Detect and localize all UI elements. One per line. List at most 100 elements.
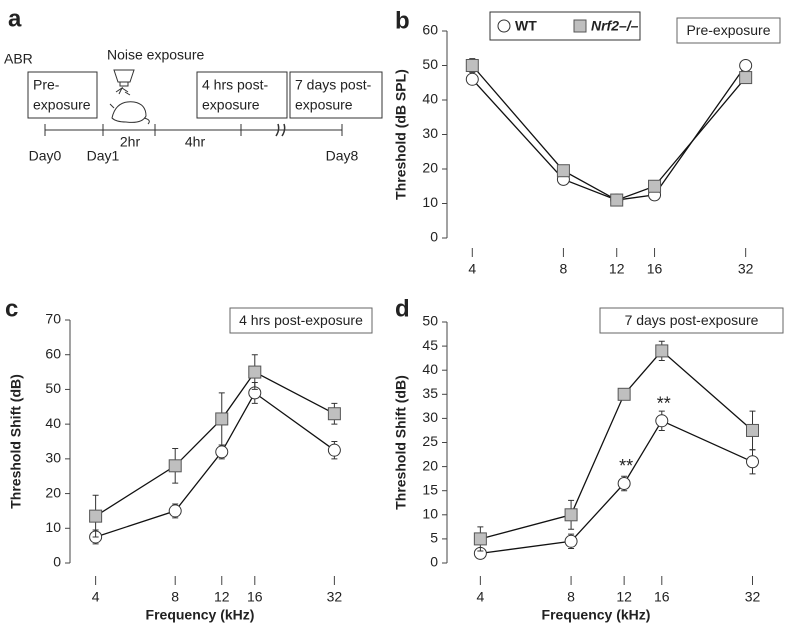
x-tick-label: 32 [738,261,754,277]
noise-label: Noise exposure [107,47,204,63]
annotation-box [229,307,373,334]
day-label: Day8 [326,148,359,164]
mouse-icon [109,101,150,125]
legend-marker [497,19,511,33]
marker [465,72,479,86]
y-tick-label: 35 [422,385,438,401]
y-tick-label: 5 [430,530,438,546]
panel-label: d [395,295,410,322]
marker [168,504,182,518]
marker [89,509,103,523]
annotation-box [676,17,781,44]
y-tick-label: 70 [45,311,61,327]
x-tick-label: 8 [560,261,568,277]
x-axis-label: Frequency (kHz) [542,607,651,623]
x-tick-label: 12 [616,589,632,605]
marker [746,455,760,469]
y-tick-label: 60 [422,22,438,38]
marker [556,164,570,178]
marker [168,459,182,473]
duration-label: 4hr [185,134,206,150]
marker [564,534,578,548]
box [289,71,383,119]
x-tick-label: 16 [247,589,263,605]
marker [465,59,479,72]
y-axis-label: Threshold Shift (dB) [393,375,409,510]
x-axis-label: Frequency (kHz) [146,607,255,623]
box-text: exposure [295,97,353,113]
x-tick-label: 8 [567,589,575,605]
legend-marker [573,19,587,33]
box-text: 7 days post- [295,77,372,93]
panel-label: b [395,7,410,34]
legend-box [489,11,641,41]
series-line [480,350,753,540]
annotation-text: 4 hrs post-exposure [239,312,363,328]
abr-label: ABR [4,51,33,67]
sound-icon [115,86,131,96]
x-tick-label: 32 [327,589,343,605]
legend-label: WT [515,18,537,34]
y-axis-label: Threshold (dB SPL) [393,69,409,200]
marker [610,193,624,207]
annotation-box [599,307,784,334]
box-text: exposure [33,97,91,113]
y-tick-label: 0 [430,554,438,570]
duration-label: 2hr [120,134,141,150]
y-tick-label: 0 [53,554,61,570]
x-tick-label: 4 [468,261,476,277]
y-tick-label: 20 [422,160,438,176]
box-text: exposure [202,97,260,113]
significance: ** [657,394,671,414]
marker [617,476,631,490]
legend-label: Nrf2–/– [591,18,639,34]
y-tick-label: 45 [422,337,438,353]
significance: ** [619,456,633,476]
y-tick-label: 50 [422,56,438,72]
x-tick-label: 16 [647,261,663,277]
x-tick-label: 32 [745,589,761,605]
x-tick-label: 4 [92,589,100,605]
marker [473,532,487,546]
day-label: Day0 [29,148,62,164]
y-tick-label: 10 [45,519,61,535]
day-label: Day1 [87,148,120,164]
y-axis-label: Threshold Shift (dB) [8,374,24,509]
x-tick-label: 4 [476,589,484,605]
break [275,123,286,137]
marker [655,414,669,428]
y-tick-label: 20 [45,484,61,500]
x-tick-label: 12 [214,589,230,605]
series-line [471,65,747,201]
marker [327,407,341,421]
series-line [95,371,335,517]
series-line [471,65,747,201]
y-tick-label: 25 [422,433,438,449]
x-tick-label: 8 [171,589,179,605]
x-tick-label: 16 [654,589,670,605]
annotation-text: Pre-exposure [686,22,770,38]
series-line [480,419,753,555]
x-tick-label: 12 [609,261,625,277]
y-tick-label: 40 [422,361,438,377]
y-tick-label: 40 [45,415,61,431]
y-tick-label: 10 [422,506,438,522]
y-tick-label: 50 [422,313,438,329]
timeline-panel [27,69,383,137]
box [27,71,98,119]
marker [215,412,229,426]
box [196,71,288,119]
box-text: Pre- [33,77,60,93]
y-tick-label: 30 [45,450,61,466]
y-tick-label: 40 [422,91,438,107]
y-tick-label: 15 [422,481,438,497]
series-line [95,391,335,538]
y-tick-label: 20 [422,457,438,473]
marker [215,445,229,459]
marker [327,443,341,457]
y-tick-label: 30 [422,409,438,425]
marker [648,179,662,193]
marker [655,344,669,358]
annotation-text: 7 days post-exposure [625,312,759,328]
marker [564,508,578,522]
